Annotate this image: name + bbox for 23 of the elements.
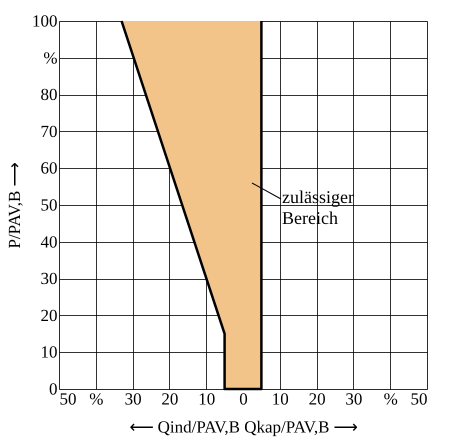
y-tick-label: 20: [40, 306, 58, 325]
x-tick-label: 10: [272, 390, 289, 408]
x-tick-label: 50: [410, 390, 428, 408]
y-axis-title: P/PAV,B ⟶: [5, 162, 24, 249]
x-tick-label: 30: [345, 390, 362, 408]
y-tick-label: 70: [40, 122, 58, 141]
x-tick-label: %: [89, 390, 104, 408]
x-tick-label: 30: [124, 390, 142, 408]
y-tick-label: 80: [40, 85, 58, 104]
x-tick-label: 20: [161, 390, 178, 408]
y-tick-label: 10: [40, 342, 58, 362]
x-tick-label: 50: [60, 390, 76, 408]
y-tick-label: 100: [32, 12, 58, 30]
y-tick-label: %: [43, 48, 58, 68]
y-tick-label: 30: [40, 269, 58, 288]
y-tick-label: 60: [40, 158, 58, 178]
x-tick-label: 20: [308, 390, 326, 408]
y-tick-label: 40: [40, 232, 58, 252]
y-tick-label: 50: [40, 196, 58, 214]
x-tick-label: 10: [198, 390, 216, 408]
x-tick-label: %: [384, 390, 398, 408]
x-tick-label: 0: [239, 390, 248, 408]
x-axis-title: ⟵ Qind/PAV,B Qkap/PAV,B ⟶: [129, 418, 358, 436]
